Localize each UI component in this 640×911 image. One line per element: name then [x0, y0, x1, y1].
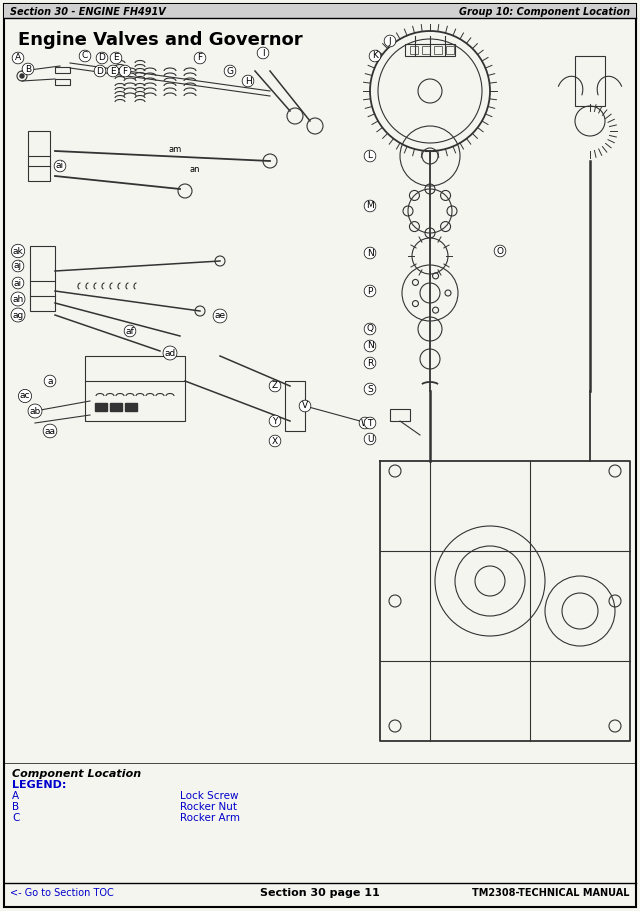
Bar — [390, 409, 410, 421]
Text: ac: ac — [20, 392, 30, 401]
Text: a: a — [47, 376, 52, 385]
Text: U: U — [367, 435, 373, 444]
Text: G: G — [227, 67, 234, 76]
Bar — [434, 46, 442, 54]
Bar — [422, 46, 430, 54]
Text: F: F — [197, 54, 203, 63]
Text: Rocker Arm: Rocker Arm — [180, 813, 240, 823]
Text: J: J — [388, 36, 391, 46]
Text: LEGEND:: LEGEND: — [12, 780, 67, 790]
Bar — [30, 246, 55, 311]
Bar — [110, 403, 122, 411]
Text: aj: aj — [14, 261, 22, 271]
Text: Y: Y — [272, 416, 278, 425]
Text: C: C — [12, 813, 19, 823]
Bar — [405, 44, 455, 56]
Bar — [4, 4, 636, 18]
Bar — [410, 46, 418, 54]
Bar — [95, 403, 107, 411]
Bar — [575, 56, 605, 106]
Text: Section 30 - ENGINE FH491V: Section 30 - ENGINE FH491V — [10, 7, 166, 17]
Text: H: H — [244, 77, 252, 86]
Text: M: M — [366, 201, 374, 210]
Text: D: D — [99, 54, 106, 63]
Text: V: V — [302, 402, 308, 411]
Text: Section 30 page 11: Section 30 page 11 — [260, 888, 380, 898]
Text: C: C — [82, 52, 88, 60]
Text: af: af — [125, 326, 134, 335]
Text: F: F — [122, 67, 127, 76]
Text: R: R — [367, 359, 373, 367]
Text: Lock Screw: Lock Screw — [180, 791, 239, 801]
Bar — [285, 381, 305, 431]
Text: an: an — [189, 165, 200, 173]
Text: TM2308-TECHNICAL MANUAL: TM2308-TECHNICAL MANUAL — [472, 888, 630, 898]
Text: ae: ae — [214, 312, 225, 321]
Text: ab: ab — [29, 406, 40, 415]
Text: ai: ai — [14, 279, 22, 288]
Text: N: N — [367, 342, 373, 351]
Text: E: E — [113, 54, 119, 63]
Text: ad: ad — [164, 349, 175, 357]
Text: Z: Z — [272, 382, 278, 391]
Bar — [55, 67, 70, 73]
Text: N: N — [367, 249, 373, 258]
Bar — [28, 131, 50, 181]
Text: O: O — [497, 247, 504, 255]
Text: B: B — [12, 802, 19, 812]
Text: ah: ah — [12, 294, 24, 303]
Text: A: A — [12, 791, 19, 801]
Text: Engine Valves and Governor: Engine Valves and Governor — [18, 31, 303, 49]
Text: T: T — [367, 418, 372, 427]
Text: aa: aa — [45, 426, 56, 435]
Text: W: W — [360, 418, 369, 427]
Text: L: L — [367, 151, 372, 160]
Text: I: I — [262, 48, 264, 57]
Bar — [446, 46, 454, 54]
Text: Group 10: Component Location: Group 10: Component Location — [459, 7, 630, 17]
Text: am: am — [168, 145, 182, 153]
Text: <- Go to Section TOC: <- Go to Section TOC — [10, 888, 114, 898]
Text: Rocker Nut: Rocker Nut — [180, 802, 237, 812]
Text: P: P — [367, 286, 372, 295]
Text: D: D — [97, 67, 104, 76]
Text: A: A — [15, 54, 21, 63]
Text: E: E — [110, 67, 116, 76]
Circle shape — [20, 74, 24, 78]
Text: X: X — [272, 436, 278, 445]
Text: K: K — [372, 52, 378, 60]
Text: Component Location: Component Location — [12, 769, 141, 779]
Text: ai: ai — [56, 161, 64, 170]
Bar — [85, 356, 185, 421]
Text: S: S — [367, 384, 373, 394]
Bar — [55, 79, 70, 85]
Text: ag: ag — [12, 311, 24, 320]
Text: ak: ak — [13, 247, 24, 255]
Text: Q: Q — [367, 324, 374, 333]
Bar — [125, 403, 137, 411]
Text: B: B — [25, 65, 31, 74]
